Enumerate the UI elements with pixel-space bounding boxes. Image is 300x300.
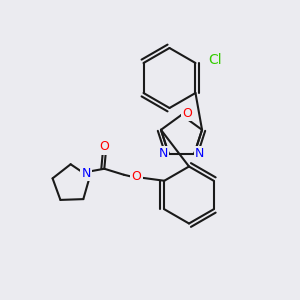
Text: Cl: Cl — [208, 53, 222, 67]
Text: O: O — [182, 107, 192, 120]
Text: N: N — [195, 148, 204, 160]
Text: N: N — [82, 167, 91, 180]
Text: O: O — [99, 140, 109, 153]
Text: O: O — [131, 170, 141, 183]
Text: N: N — [159, 148, 168, 160]
